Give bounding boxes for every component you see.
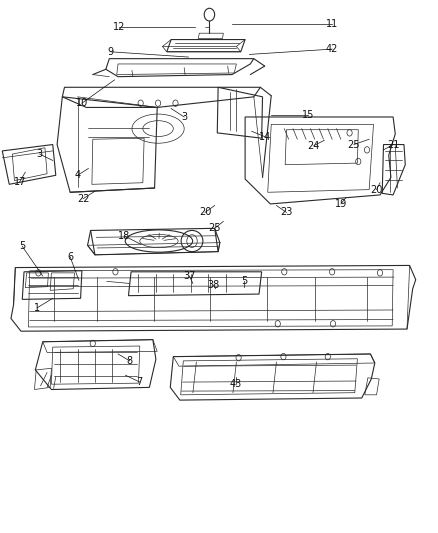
Text: 37: 37 [183,271,196,281]
Text: 8: 8 [127,356,133,366]
Text: 3: 3 [37,149,43,159]
Text: 9: 9 [107,47,113,56]
Text: 23: 23 [280,207,293,217]
Text: 15: 15 [302,110,314,120]
Text: 25: 25 [208,223,221,233]
Text: 43: 43 [230,379,242,389]
Text: 4: 4 [74,171,81,180]
Text: 20: 20 [371,184,383,195]
Text: 10: 10 [76,98,88,108]
Text: 12: 12 [113,22,125,32]
Text: 20: 20 [199,207,211,217]
Text: 5: 5 [19,241,25,252]
Text: 19: 19 [335,199,347,209]
Text: 22: 22 [77,193,89,204]
Text: 11: 11 [326,19,338,29]
Text: 1: 1 [34,303,40,313]
Text: 21: 21 [387,140,399,150]
Text: 6: 6 [67,252,73,262]
Text: 14: 14 [258,132,271,142]
Text: 5: 5 [241,276,247,286]
Text: 3: 3 [181,112,187,122]
Text: 25: 25 [348,140,360,150]
Text: 7: 7 [137,377,143,387]
Text: 42: 42 [326,44,338,54]
Text: 38: 38 [208,280,220,290]
Text: 17: 17 [14,176,26,187]
Text: 18: 18 [118,231,130,241]
Text: 24: 24 [307,141,320,151]
